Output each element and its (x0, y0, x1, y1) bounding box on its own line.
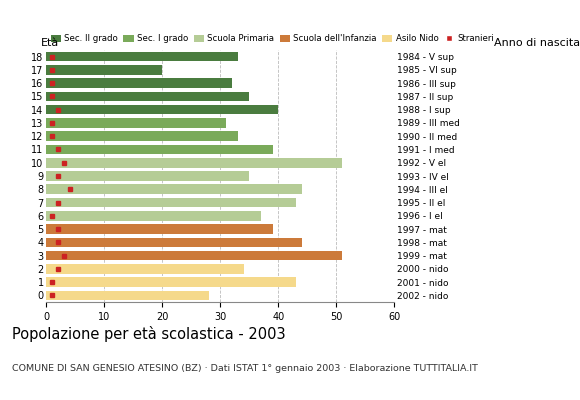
Bar (46, 92, 249, 101)
Legend: Sec. II grado, Sec. I grado, Scuola Primaria, Scuola dell'Infanzia, Asilo Nido, : Sec. II grado, Sec. I grado, Scuola Prim… (50, 34, 494, 43)
Text: COMUNE DI SAN GENESIO ATESINO (BZ) · Dati ISTAT 1° gennaio 2003 · Elaborazione T: COMUNE DI SAN GENESIO ATESINO (BZ) · Dat… (12, 364, 477, 373)
Bar (46, 118, 226, 128)
Bar (46, 290, 209, 300)
Bar (46, 251, 342, 260)
Bar (46, 238, 302, 247)
Bar (46, 105, 278, 114)
Bar (46, 198, 296, 207)
Bar (46, 211, 261, 220)
Text: Popolazione per età scolastica - 2003: Popolazione per età scolastica - 2003 (12, 326, 285, 342)
Bar (46, 184, 302, 194)
Bar (46, 224, 273, 234)
Text: Anno di nascita: Anno di nascita (494, 38, 580, 48)
Bar (46, 145, 273, 154)
Bar (46, 132, 238, 141)
Bar (46, 52, 238, 62)
Bar (46, 277, 296, 287)
Bar (46, 158, 342, 168)
Text: Età: Età (41, 38, 59, 48)
Bar (46, 78, 232, 88)
Bar (46, 65, 162, 75)
Bar (46, 264, 244, 274)
Bar (46, 171, 249, 181)
